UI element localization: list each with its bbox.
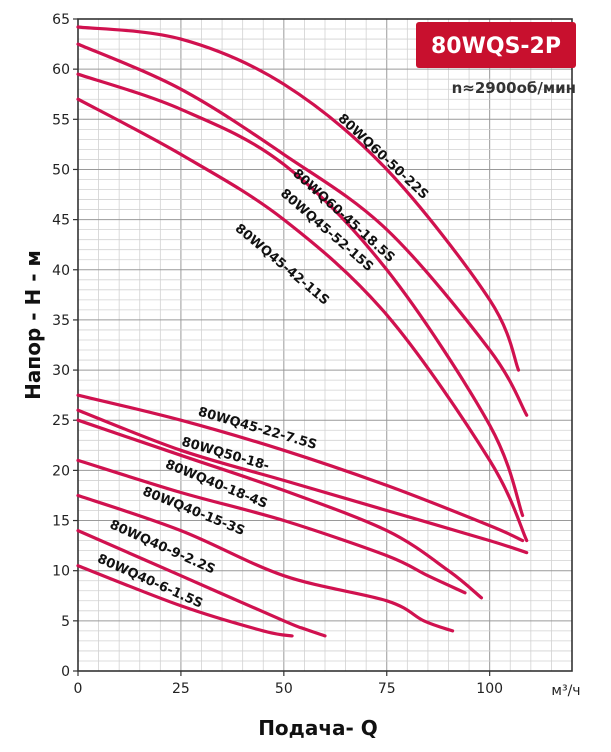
y-tick-label: 0	[61, 664, 70, 680]
speed-label: n≈2900об/мин	[452, 79, 576, 97]
curve-80wq40-6-1-5s	[76, 564, 294, 638]
curve-80wq40-18-4s	[76, 418, 483, 600]
curve-80wq45-22-7-5s	[76, 393, 525, 543]
y-tick-label: 40	[52, 263, 70, 279]
axes: 0 25 50 75 100 0 5 10 15 20 25 30 35 40 45 50 55 60 65	[52, 12, 573, 697]
x-tick-label: 50	[275, 681, 293, 697]
curve-80wq60-45-18-5s	[76, 42, 529, 417]
x-tick-label: 25	[172, 681, 190, 697]
y-tick-label: 50	[52, 162, 70, 178]
curve-80wq40-15-3s	[76, 458, 467, 595]
y-tick-label: 25	[52, 413, 70, 429]
x-axis-unit: м³/ч	[551, 683, 580, 699]
curve-80wq40-6-1-5s	[76, 529, 327, 638]
performance-curves	[76, 25, 529, 638]
y-tick-label: 45	[52, 213, 70, 229]
y-tick-label: 30	[52, 363, 70, 379]
y-tick-label: 15	[52, 514, 70, 530]
x-tick-label: 100	[476, 681, 503, 697]
y-tick-label: 55	[52, 112, 70, 128]
curve-80wq45-42-11s	[76, 97, 529, 543]
y-axis-title: Напор - Н - м	[21, 250, 45, 400]
x-axis-title: Подача- Q	[258, 716, 378, 740]
model-badge-text: 80WQS-2P	[431, 34, 561, 59]
curve-80wq50-18-	[76, 408, 529, 555]
model-badge-box	[416, 22, 576, 68]
y-tick-label: 35	[52, 313, 70, 329]
model-badge: 80WQS-2P	[416, 22, 576, 68]
y-tick-label: 20	[52, 463, 70, 479]
x-tick-label: 75	[378, 681, 396, 697]
y-tick-label: 65	[52, 12, 70, 28]
x-tick-label: 0	[74, 681, 83, 697]
curve-80wq60-50-22s	[76, 25, 521, 372]
y-tick-label: 10	[52, 564, 70, 580]
y-tick-label: 5	[61, 614, 70, 630]
y-tick-label: 60	[52, 62, 70, 78]
curve-80wq45-52-15s	[76, 72, 525, 518]
plot-frame	[77, 18, 573, 672]
curve-80wq40-9-2-2s	[76, 493, 455, 633]
